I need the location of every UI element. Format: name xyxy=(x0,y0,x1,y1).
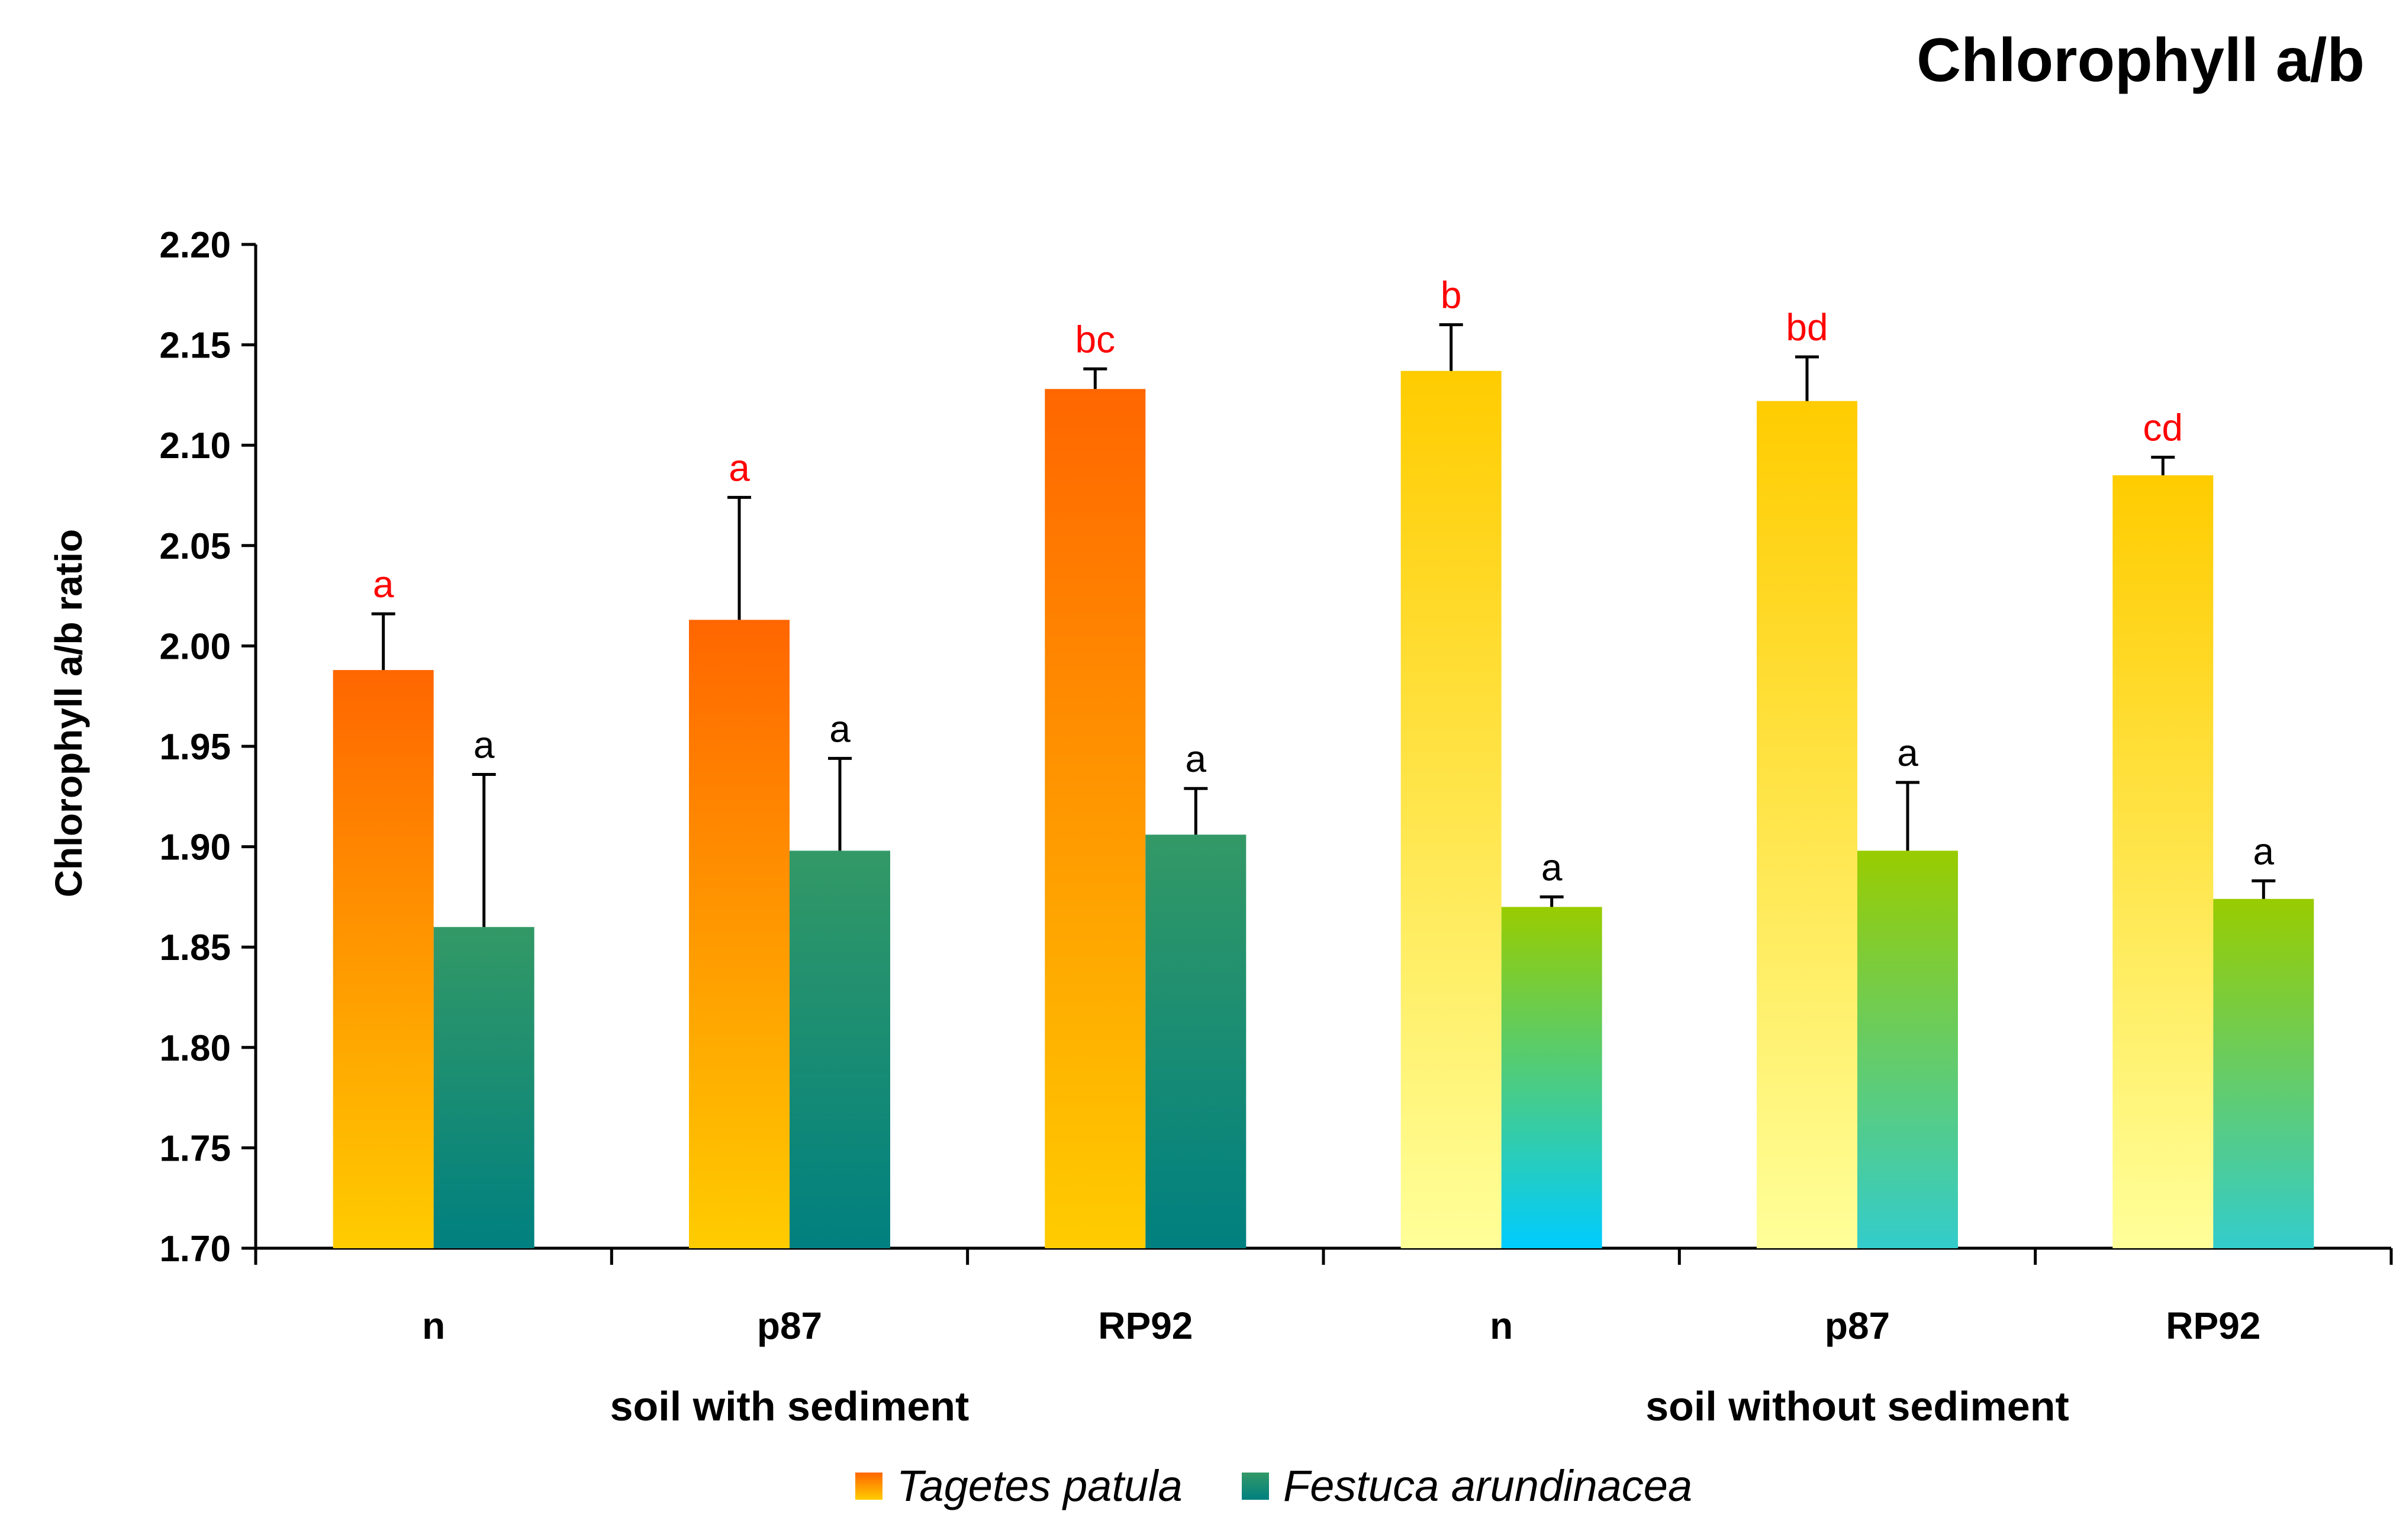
y-tick-label: 1.80 xyxy=(159,1028,231,1069)
legend-label: Festuca arundinacea xyxy=(1283,1461,1692,1510)
significance-label: a xyxy=(373,563,394,605)
y-tick-label: 1.85 xyxy=(159,927,231,968)
bar-tagetes xyxy=(1757,401,1857,1249)
significance-label: a xyxy=(829,707,851,750)
category-label: n xyxy=(422,1304,445,1347)
y-tick-label: 1.70 xyxy=(159,1229,231,1270)
y-tick-label: 2.00 xyxy=(159,626,231,667)
significance-label: a xyxy=(474,723,495,766)
category-label: p87 xyxy=(1825,1304,1890,1347)
y-tick-label: 2.10 xyxy=(159,426,231,466)
significance-label: bc xyxy=(1075,318,1116,360)
significance-label: a xyxy=(1897,732,1918,774)
significance-label: a xyxy=(2253,830,2275,872)
category-label: p87 xyxy=(757,1304,822,1347)
significance-label: a xyxy=(1186,737,1207,780)
significance-label: a xyxy=(729,446,750,489)
legend-label: Tagetes patula xyxy=(897,1461,1183,1510)
y-tick-label: 1.75 xyxy=(159,1128,231,1169)
category-label: RP92 xyxy=(1098,1304,1193,1347)
y-tick-label: 1.95 xyxy=(159,727,231,768)
significance-label: a xyxy=(1541,846,1563,888)
significance-label: b xyxy=(1441,274,1462,317)
significance-label: cd xyxy=(2143,407,2183,449)
bar-festuca xyxy=(2213,898,2314,1248)
category-label: n xyxy=(1490,1304,1513,1347)
bar-festuca xyxy=(790,850,890,1248)
plot-area: 1.70 1.75 1.80 1.85 1.90 1.95 2.00 2.05 2.10 2.15… xyxy=(159,225,2393,1429)
bar-festuca xyxy=(1857,850,1958,1248)
y-tick-label: 2.15 xyxy=(159,326,231,366)
bar-festuca xyxy=(1501,907,1602,1248)
legend-swatch xyxy=(855,1473,882,1500)
y-axis-label: Chlorophyll a/b ratio xyxy=(47,529,90,897)
bar-tagetes xyxy=(1400,370,1502,1248)
group-label: soil with sediment xyxy=(610,1383,970,1429)
bar-tagetes xyxy=(2112,475,2214,1248)
y-tick-label: 2.05 xyxy=(159,526,231,567)
bar-tagetes xyxy=(1045,389,1146,1248)
bar-tagetes xyxy=(689,620,790,1248)
bar-tagetes xyxy=(333,670,434,1248)
bar-festuca xyxy=(1145,835,1247,1248)
significance-label: bd xyxy=(1786,306,1828,349)
y-tick-label: 1.90 xyxy=(159,827,231,868)
chart-title: Chlorophyll a/b xyxy=(1917,26,2365,95)
bar-festuca xyxy=(433,927,534,1248)
category-label: RP92 xyxy=(2166,1304,2260,1347)
legend: Tagetes patula Festuca arundinacea xyxy=(855,1461,1692,1510)
y-tick-label: 2.20 xyxy=(159,225,231,266)
legend-swatch xyxy=(1242,1473,1269,1500)
group-label: soil without sediment xyxy=(1645,1383,2069,1429)
